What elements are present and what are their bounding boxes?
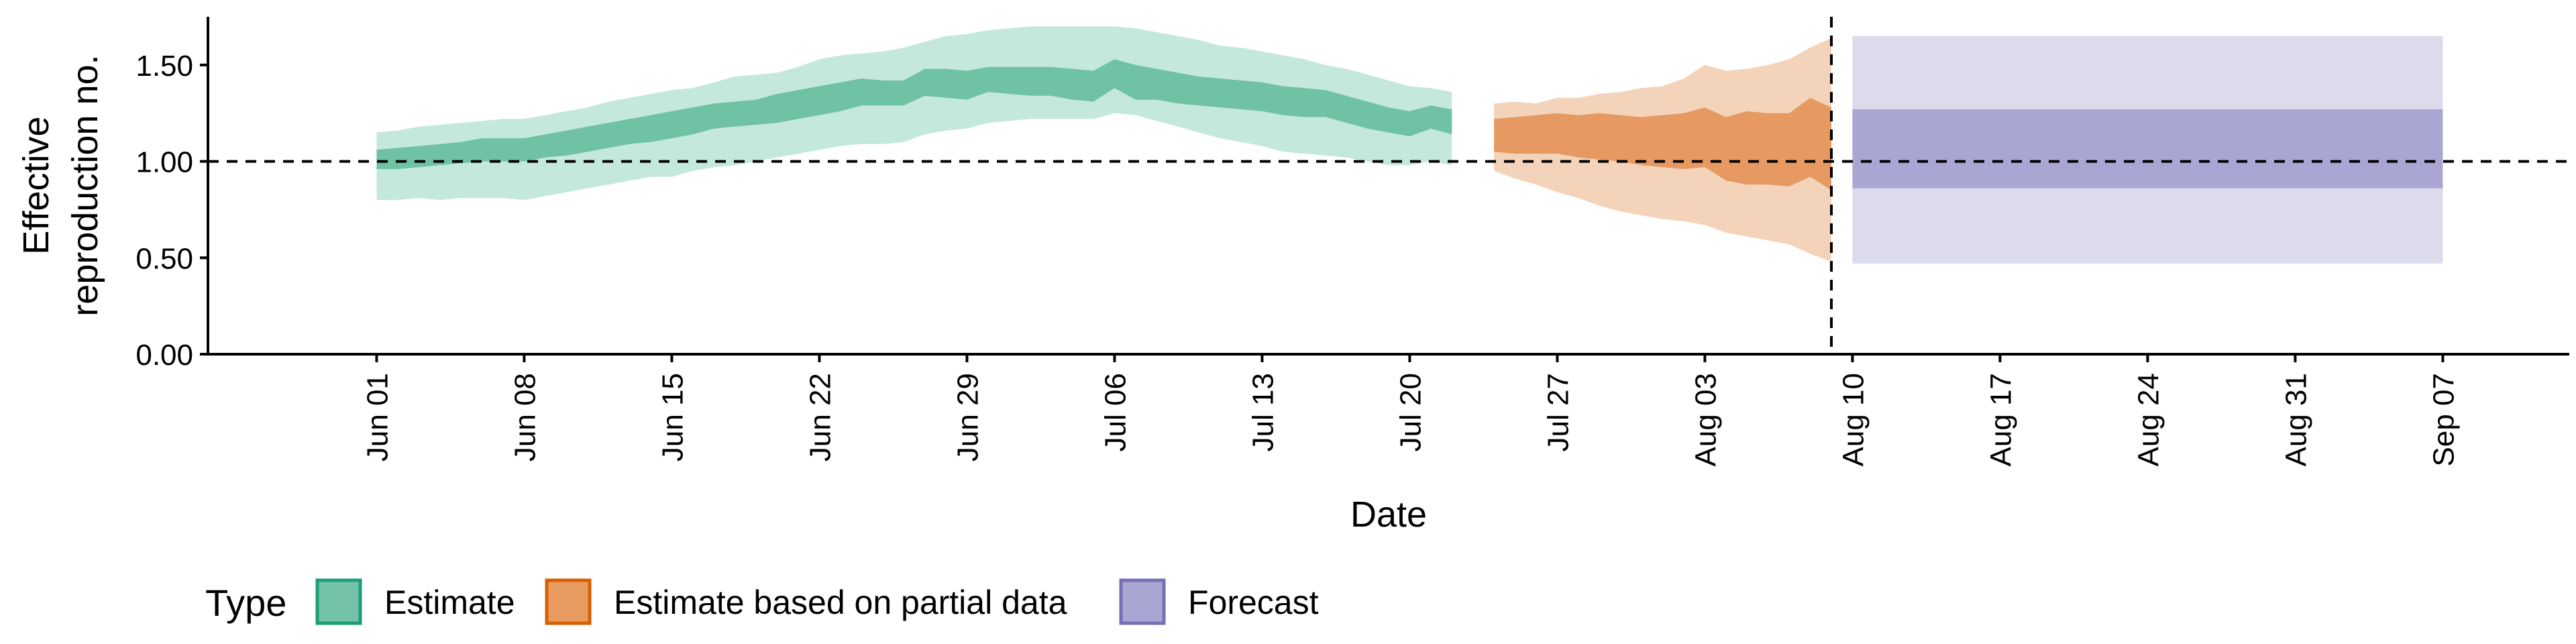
- x-tick-label: Jul 20: [1394, 373, 1427, 451]
- x-tick-label: Jun 01: [361, 373, 394, 462]
- ribbon-50-series-0: [376, 59, 1452, 170]
- ribbon-layer: [376, 26, 2443, 264]
- x-tick-label: Jun 22: [804, 373, 837, 462]
- ribbon-90-series-0: [376, 26, 1452, 201]
- legend-key-2: [1119, 578, 1166, 625]
- legend-key-0: [315, 578, 362, 625]
- ribbon-50-series-1: [1494, 97, 1831, 191]
- x-tick-label: Jun 08: [508, 373, 541, 462]
- y-tick-label: 1.00: [136, 146, 193, 179]
- x-tick-label: Jul 27: [1542, 373, 1574, 451]
- y-tick-label: 0.50: [136, 242, 193, 275]
- x-tick-label: Jun 15: [656, 373, 689, 462]
- x-tick-label: Aug 31: [2279, 373, 2312, 466]
- axes: 0.00 0.50 1.00 1.50 Jun 01 Jun 08 Jun 15 Jun 22…: [136, 17, 2569, 466]
- x-tick-label: Aug 24: [2132, 373, 2165, 466]
- y-tick-label: 1.50: [136, 50, 193, 83]
- legend-label-0: Estimate: [384, 584, 515, 621]
- x-tick-label: Aug 03: [1689, 373, 1722, 466]
- legend-label-1: Estimate based on partial data: [614, 584, 1067, 621]
- x-tick-label: Jun 29: [951, 373, 984, 462]
- x-tick-label: Aug 17: [1984, 373, 2017, 466]
- y-axis-title-line1: Effective: [16, 116, 56, 254]
- x-tick-label: Jul 06: [1099, 373, 1132, 451]
- y-tick-label: 0.00: [136, 339, 193, 372]
- legend-label-2: Forecast: [1188, 584, 1319, 621]
- axis-titles: Date Effective reproduction no.: [16, 54, 1427, 535]
- legend: Type Estimate Estimate based on partial d…: [205, 578, 1319, 625]
- legend-title: Type: [205, 582, 286, 624]
- x-tick-label: Jul 13: [1246, 373, 1279, 451]
- x-axis-title: Date: [1350, 494, 1427, 535]
- x-tick-label: Sep 07: [2427, 373, 2460, 466]
- x-tick-label: Aug 10: [1837, 373, 1870, 466]
- y-axis-title-line2: reproduction no.: [65, 54, 105, 316]
- legend-key-1: [545, 578, 592, 625]
- ribbon-50-series-2: [1852, 109, 2443, 189]
